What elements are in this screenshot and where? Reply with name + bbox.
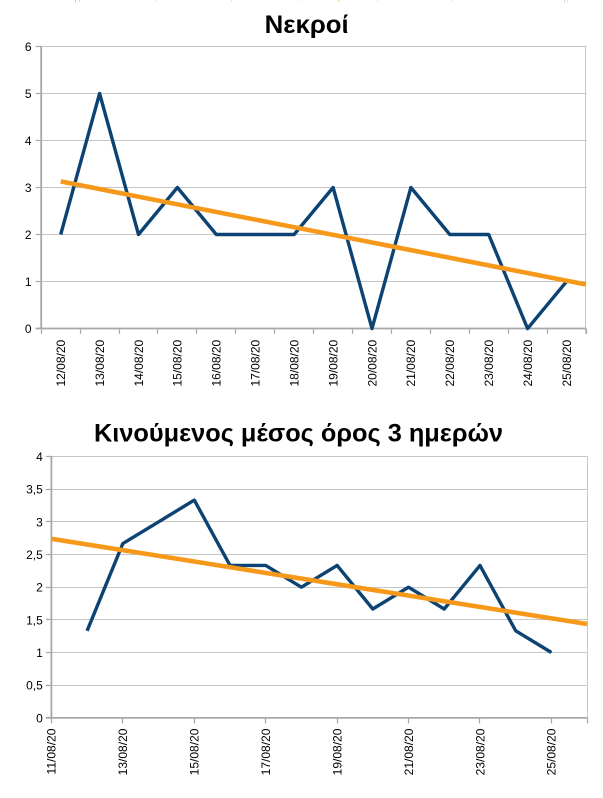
svg-text:4: 4 <box>25 134 32 148</box>
svg-text:23/08/20: 23/08/20 <box>482 339 496 386</box>
svg-text:3: 3 <box>25 181 32 195</box>
svg-text:11/08/20: 11/08/20 <box>45 728 59 774</box>
svg-text:2: 2 <box>25 228 32 242</box>
svg-text:15/08/20: 15/08/20 <box>171 339 185 386</box>
svg-text:13/08/20: 13/08/20 <box>93 339 107 386</box>
svg-text:Νεκροί: Νεκροί <box>265 11 349 39</box>
svg-text:1: 1 <box>36 646 43 660</box>
svg-text:1,5: 1,5 <box>26 613 43 627</box>
svg-text:3,5: 3,5 <box>26 483 43 497</box>
svg-text:0: 0 <box>36 711 43 725</box>
svg-text:5: 5 <box>25 87 32 101</box>
svg-text:0: 0 <box>25 322 32 336</box>
svg-text:1: 1 <box>25 275 32 289</box>
svg-text:18/08/20: 18/08/20 <box>287 339 301 386</box>
svg-text:16/08/20: 16/08/20 <box>210 339 224 386</box>
svg-text:19/08/20: 19/08/20 <box>326 339 340 386</box>
svg-text:2,5: 2,5 <box>26 548 43 562</box>
svg-text:4: 4 <box>36 450 43 464</box>
svg-text:13/08/20: 13/08/20 <box>116 728 130 775</box>
svg-text:12/08/20: 12/08/20 <box>54 339 68 386</box>
svg-text:19/08/20: 19/08/20 <box>330 728 344 775</box>
svg-text:14/08/20: 14/08/20 <box>132 339 146 386</box>
svg-text:2: 2 <box>36 581 43 595</box>
svg-text:25/08/20: 25/08/20 <box>560 339 574 386</box>
svg-text:17/08/20: 17/08/20 <box>249 339 263 386</box>
svg-text:17/08/20: 17/08/20 <box>259 728 273 775</box>
svg-text:24/08/20: 24/08/20 <box>521 339 535 386</box>
svg-text:0,5: 0,5 <box>26 679 43 693</box>
svg-text:6: 6 <box>25 40 32 54</box>
svg-text:20/08/20: 20/08/20 <box>365 339 379 386</box>
svg-text:21/08/20: 21/08/20 <box>404 339 418 386</box>
svg-text:21/08/20: 21/08/20 <box>402 728 416 775</box>
svg-text:25/08/20: 25/08/20 <box>545 728 559 775</box>
svg-text:15/08/20: 15/08/20 <box>188 728 202 775</box>
svg-text:22/08/20: 22/08/20 <box>443 339 457 386</box>
svg-text:3: 3 <box>36 515 43 529</box>
svg-text:Κινούμενος μέσος όρος 3 ημερών: Κινούμενος μέσος όρος 3 ημερών <box>94 420 503 448</box>
svg-text:23/08/20: 23/08/20 <box>473 728 487 775</box>
